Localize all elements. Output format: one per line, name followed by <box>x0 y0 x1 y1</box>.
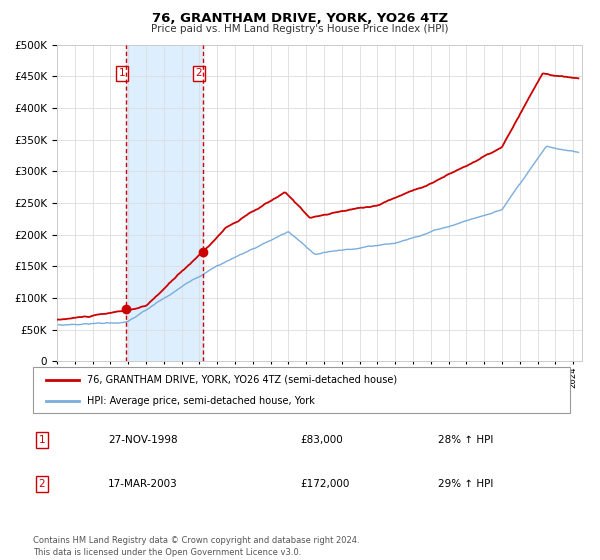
Text: 76, GRANTHAM DRIVE, YORK, YO26 4TZ (semi-detached house): 76, GRANTHAM DRIVE, YORK, YO26 4TZ (semi… <box>87 375 397 385</box>
Text: HPI: Average price, semi-detached house, York: HPI: Average price, semi-detached house,… <box>87 396 314 406</box>
Text: 1: 1 <box>38 435 46 445</box>
Text: 28% ↑ HPI: 28% ↑ HPI <box>438 435 493 445</box>
FancyBboxPatch shape <box>33 367 570 413</box>
Text: 2: 2 <box>196 68 202 78</box>
Text: 29% ↑ HPI: 29% ↑ HPI <box>438 479 493 489</box>
Text: 76, GRANTHAM DRIVE, YORK, YO26 4TZ: 76, GRANTHAM DRIVE, YORK, YO26 4TZ <box>152 12 448 25</box>
Text: 1: 1 <box>119 68 125 78</box>
Text: 2: 2 <box>38 479 46 489</box>
Text: Contains HM Land Registry data © Crown copyright and database right 2024.
This d: Contains HM Land Registry data © Crown c… <box>33 536 359 557</box>
Text: £83,000: £83,000 <box>300 435 343 445</box>
Text: £172,000: £172,000 <box>300 479 349 489</box>
Text: Price paid vs. HM Land Registry's House Price Index (HPI): Price paid vs. HM Land Registry's House … <box>151 24 449 34</box>
Text: 27-NOV-1998: 27-NOV-1998 <box>108 435 178 445</box>
Bar <box>127 45 203 361</box>
Text: 17-MAR-2003: 17-MAR-2003 <box>108 479 178 489</box>
